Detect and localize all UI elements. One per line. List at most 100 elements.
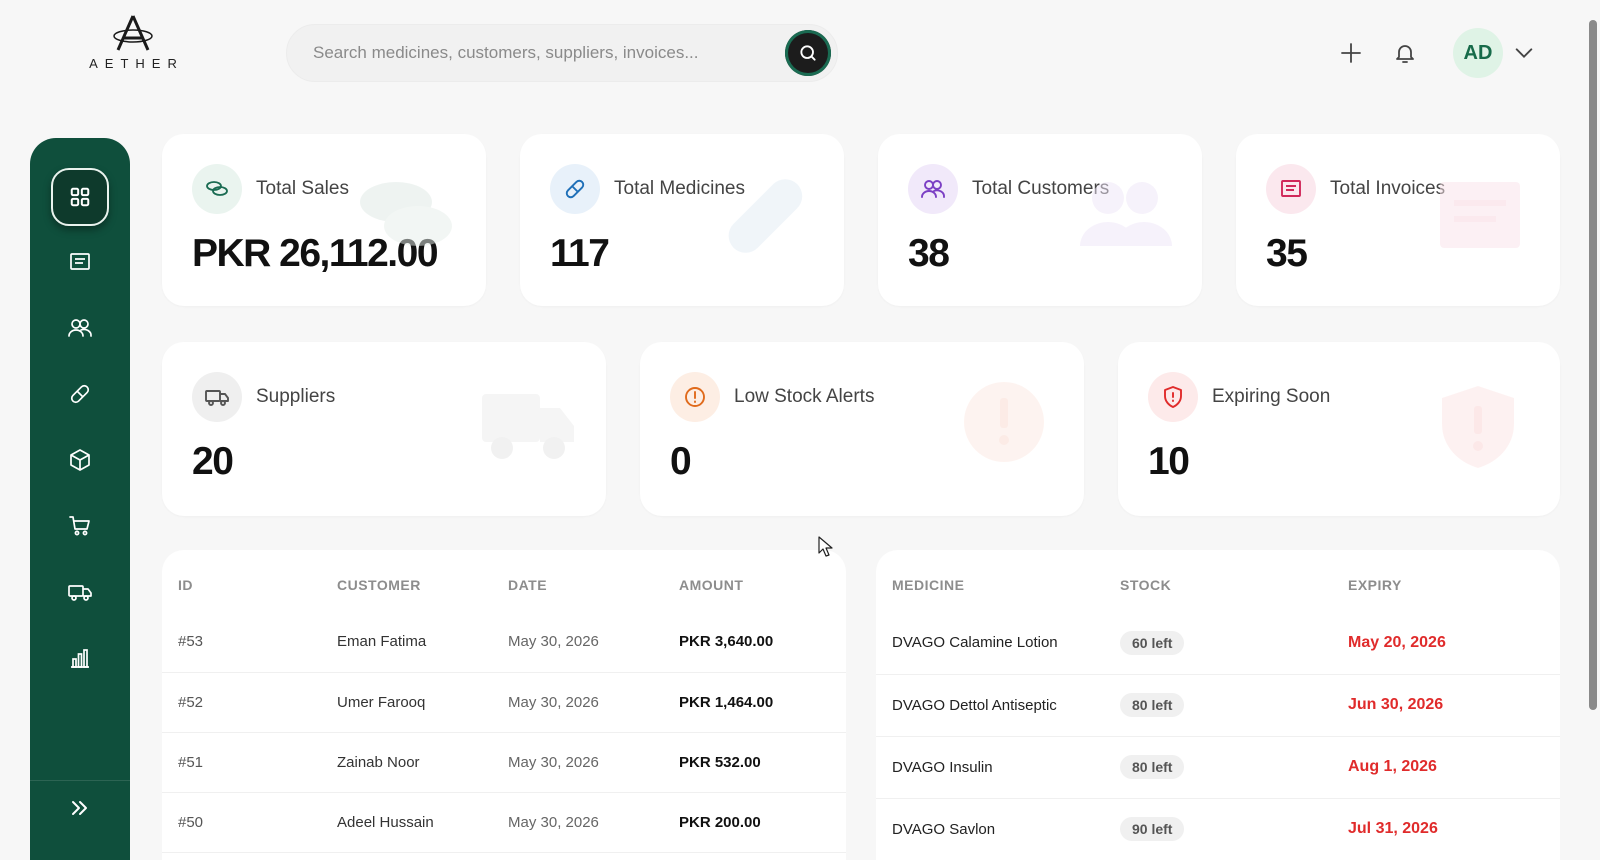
recent-invoices-panel: ID CUSTOMER DATE AMOUNT #53 Eman Fatima … [162, 550, 846, 860]
chevron-down-icon [1515, 48, 1533, 58]
column-header-stock[interactable]: STOCK [1120, 577, 1172, 593]
search-button[interactable] [785, 30, 831, 76]
account-menu-toggle[interactable] [1513, 42, 1535, 69]
add-button[interactable] [1336, 38, 1366, 68]
table-row[interactable]: DVAGO Calamine Lotion 60 left May 20, 20… [876, 612, 1560, 675]
expiry-date: Jun 30, 2026 [1348, 674, 1560, 737]
pill-icon [70, 384, 90, 404]
stat-card-expiring-soon[interactable]: Expiring Soon 10 [1118, 342, 1560, 516]
stat-label: Low Stock Alerts [734, 386, 875, 407]
sidebar-expand-button[interactable] [54, 782, 106, 834]
stat-label: Suppliers [256, 386, 336, 407]
stat-card-total-invoices[interactable]: Total Invoices 35 [1236, 134, 1560, 306]
sidebar [30, 138, 130, 860]
expiry-date: May 20, 2026 [1348, 612, 1560, 675]
sidebar-item-medicines[interactable] [54, 368, 106, 420]
stock-badge: 80 left [1120, 693, 1185, 717]
column-header-customer[interactable]: CUSTOMER [337, 577, 421, 593]
column-header-id[interactable]: ID [178, 577, 193, 593]
stat-card-low-stock-alerts[interactable]: Low Stock Alerts 0 [640, 342, 1084, 516]
invoice-customer: Zainab Noor [337, 732, 508, 793]
stat-value: 20 [192, 440, 234, 483]
bell-icon [1396, 45, 1414, 63]
stat-label: Expiring Soon [1212, 386, 1331, 407]
stat-card-suppliers[interactable]: Suppliers 20 [162, 342, 606, 516]
stat-value: 117 [550, 232, 610, 275]
table-row[interactable]: #52 Umer Farooq May 30, 2026 PKR 1,464.0… [162, 672, 846, 733]
sidebar-item-suppliers[interactable] [54, 566, 106, 618]
invoice-date: May 30, 2026 [508, 792, 679, 853]
table-row[interactable]: DVAGO Savlon 90 left Jul 31, 2026 [876, 798, 1560, 860]
sidebar-item-inventory[interactable] [54, 434, 106, 486]
stat-value: 0 [670, 440, 692, 483]
stat-card-total-medicines[interactable]: Total Medicines 117 [520, 134, 844, 306]
notifications-button[interactable] [1390, 38, 1420, 68]
grid-icon [70, 187, 90, 207]
stat-value: 35 [1266, 232, 1308, 275]
pill-icon [550, 164, 600, 214]
recent-invoices-table: ID CUSTOMER DATE AMOUNT #53 Eman Fatima … [162, 550, 846, 853]
table-row[interactable]: #51 Zainab Noor May 30, 2026 PKR 532.00 [162, 732, 846, 793]
sidebar-item-reports[interactable] [54, 632, 106, 684]
table-row[interactable]: DVAGO Dettol Antiseptic 80 left Jun 30, … [876, 674, 1560, 737]
shield-alert-icon [1148, 372, 1198, 422]
table-row[interactable]: #50 Adeel Hussain May 30, 2026 PKR 200.0… [162, 792, 846, 853]
coins-watermark-icon [360, 182, 452, 246]
invoice-date: May 30, 2026 [508, 612, 679, 673]
pill-watermark-icon [728, 179, 803, 253]
expiring-medicines-panel: MEDICINE STOCK EXPIRY DVAGO Calamine Lot… [876, 550, 1560, 860]
invoice-amount: PKR 3,640.00 [679, 612, 846, 673]
truck-icon [192, 372, 242, 422]
stat-label: Total Invoices [1330, 178, 1446, 199]
alert-watermark-icon [964, 382, 1044, 462]
column-header-expiry[interactable]: EXPIRY [1348, 577, 1402, 593]
scrollbar-thumb[interactable] [1589, 20, 1597, 710]
table-row[interactable]: DVAGO Insulin 80 left Aug 1, 2026 [876, 736, 1560, 799]
stock-badge: 60 left [1120, 630, 1185, 655]
stat-label: Total Sales [256, 178, 349, 199]
column-header-medicine[interactable]: MEDICINE [892, 577, 965, 593]
invoice-amount: PKR 532.00 [679, 732, 846, 793]
medicine-name: DVAGO Calamine Lotion [876, 612, 1120, 675]
truck-watermark-icon [482, 394, 574, 459]
column-header-amount[interactable]: AMOUNT [679, 577, 744, 593]
shield-watermark-icon [1442, 386, 1514, 468]
stat-value: 10 [1148, 440, 1190, 483]
stat-label: Total Customers [972, 178, 1110, 199]
box-icon [70, 449, 90, 471]
sidebar-divider [30, 780, 130, 781]
user-avatar[interactable]: AD [1453, 28, 1503, 78]
invoice-amount: PKR 200.00 [679, 792, 846, 853]
invoice-icon [1266, 164, 1316, 214]
users-watermark-icon [1080, 182, 1172, 246]
search-input[interactable] [313, 25, 783, 81]
brand-name: AETHER [89, 56, 184, 71]
invoice-customer: Umer Farooq [337, 672, 508, 733]
medicine-name: DVAGO Insulin [876, 736, 1120, 799]
logo-mark-icon [113, 15, 153, 51]
coins-icon [192, 164, 242, 214]
sidebar-item-sales[interactable] [54, 500, 106, 552]
sidebar-item-invoices[interactable] [54, 236, 106, 288]
stat-card-total-customers[interactable]: Total Customers 38 [878, 134, 1202, 306]
invoice-icon [70, 253, 90, 270]
sidebar-item-dashboard[interactable] [51, 168, 109, 226]
invoice-customer: Eman Fatima [337, 612, 508, 673]
bar-chart-icon [71, 649, 89, 668]
plus-icon [1341, 43, 1361, 63]
expiry-date: Aug 1, 2026 [1348, 736, 1560, 799]
expiry-date: Jul 31, 2026 [1348, 798, 1560, 860]
users-icon [908, 164, 958, 214]
invoice-date: May 30, 2026 [508, 732, 679, 793]
invoice-amount: PKR 1,464.00 [679, 672, 846, 733]
stat-value: 38 [908, 232, 950, 275]
sidebar-item-customers[interactable] [54, 302, 106, 354]
stock-badge: 90 left [1120, 817, 1185, 841]
invoice-watermark-icon [1440, 182, 1520, 248]
search-icon [800, 45, 816, 61]
table-row[interactable]: #53 Eman Fatima May 30, 2026 PKR 3,640.0… [162, 612, 846, 673]
stat-card-total-sales[interactable]: Total Sales PKR 26,112.00 [162, 134, 486, 306]
brand-logo[interactable]: AETHER [78, 14, 188, 84]
column-header-date[interactable]: DATE [508, 577, 548, 593]
table-header-row: ID CUSTOMER DATE AMOUNT [162, 550, 846, 612]
